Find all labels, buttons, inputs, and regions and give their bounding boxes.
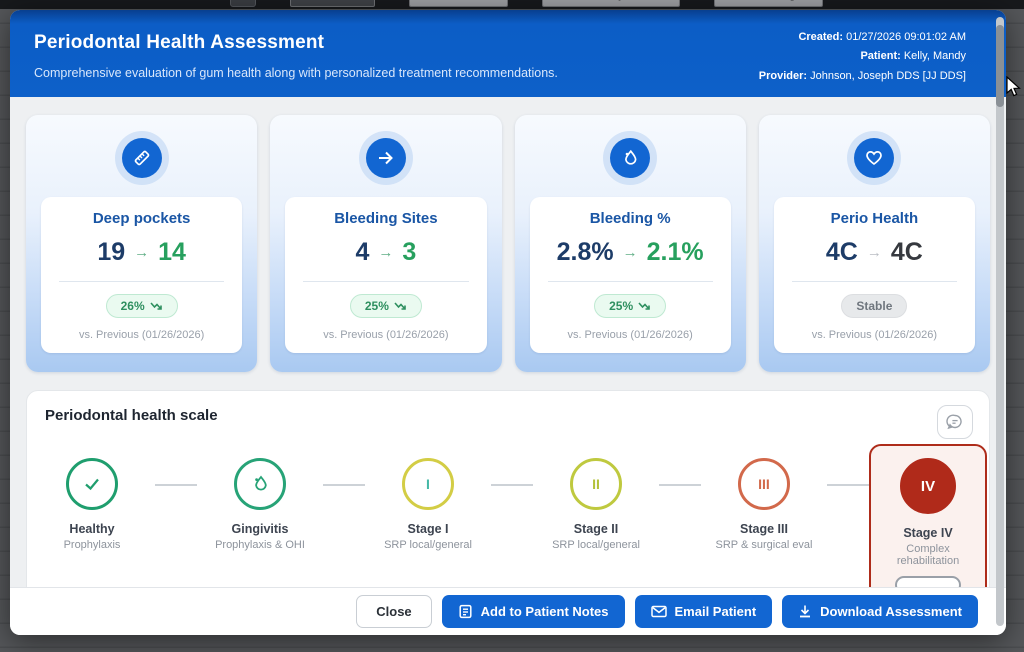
- change-badge: 25%: [349, 294, 422, 318]
- previous-value: 2.8%: [556, 238, 614, 266]
- stats-row: Deep pockets 19 → 14 26% vs. Previous (0…: [26, 115, 990, 372]
- arrow-right-icon: [365, 138, 406, 178]
- trend-down-icon: [150, 301, 162, 310]
- stage-connector: [491, 484, 533, 486]
- compare-label: vs. Previous (01/26/2026): [78, 329, 205, 341]
- stage-gingivitis: Gingivitis Prophylaxis & OHI: [197, 458, 323, 551]
- current-value: 3: [402, 238, 417, 266]
- stat-values: 2.8% → 2.1%: [542, 238, 719, 267]
- stage-connector: [827, 484, 869, 486]
- toolbar-new-exam-button[interactable]: New Exam: [290, 0, 376, 7]
- periodontal-assessment-dialog: Periodontal Health Assessment Comprehens…: [10, 10, 1006, 635]
- stage-2: II Stage II SRP local/general: [533, 458, 659, 551]
- email-patient-button[interactable]: Email Patient: [634, 595, 773, 628]
- current-value: 4C: [890, 238, 923, 266]
- stat-title: Bleeding %: [589, 210, 671, 227]
- ruler-icon: [121, 138, 162, 178]
- stat-title: Bleeding Sites: [334, 210, 438, 227]
- comment-icon: [946, 414, 962, 430]
- dialog-body: Deep pockets 19 → 14 26% vs. Previous (0…: [10, 97, 1006, 634]
- stage-3: III Stage III SRP & surgical eval: [701, 458, 827, 551]
- toolbar-delete-exam-button[interactable]: Delete Today's Exam: [541, 0, 681, 7]
- change-badge: 25%: [594, 294, 667, 318]
- toolbar-exam-details-button[interactable]: Exam Details: [409, 0, 508, 7]
- previous-value: 4: [355, 238, 370, 266]
- arrow-right-glyph: →: [866, 244, 882, 261]
- dialog-header: Periodontal Health Assessment Comprehens…: [10, 10, 1006, 97]
- stat-card-bleeding-percent: Bleeding % 2.8% → 2.1% 25% vs. Previous …: [514, 115, 746, 372]
- toolbar-icon-button[interactable]: [230, 0, 256, 7]
- provider-name: Provider: Johnson, Joseph DDS [JJ DDS]: [758, 69, 966, 82]
- stat-values: 4C → 4C: [786, 238, 963, 267]
- heart-icon: [854, 138, 895, 178]
- stat-title: Perio Health: [830, 210, 919, 227]
- stat-card-perio-health: Perio Health 4C → 4C Stable vs. Previous…: [758, 115, 990, 372]
- patient-name: Patient: Kelly, Mandy: [860, 50, 966, 63]
- dialog-subtitle: Comprehensive evaluation of gum health a…: [34, 66, 558, 80]
- add-to-patient-notes-button[interactable]: Add to Patient Notes: [441, 595, 625, 628]
- check-icon: [85, 478, 99, 491]
- arrow-right-glyph: →: [622, 244, 638, 261]
- stat-card-bleeding-sites: Bleeding Sites 4 → 3 25% vs. Previous (0…: [270, 115, 502, 372]
- stage-1: I Stage I SRP local/general: [365, 458, 491, 551]
- previous-value: 4C: [825, 238, 858, 266]
- background-toolbar: New Exam Exam Details Delete Today's Exa…: [0, 0, 1024, 9]
- trend-down-icon: [394, 301, 406, 310]
- scrollbar-thumb[interactable]: [996, 25, 1004, 107]
- dialog-title: Periodontal Health Assessment: [34, 32, 325, 53]
- trend-down-icon: [638, 301, 650, 310]
- stage-row: Healthy Prophylaxis Gingivitis Prophylax…: [45, 444, 987, 634]
- periodontal-health-scale-section: Periodontal health scale Healthy Prophyl…: [26, 390, 990, 634]
- stage-connector: [659, 484, 701, 486]
- created-timestamp: Created: 01/27/2026 09:01:02 AM: [798, 31, 966, 43]
- arrow-right-glyph: →: [134, 244, 150, 261]
- stat-card-deep-pockets: Deep pockets 19 → 14 26% vs. Previous (0…: [26, 115, 258, 372]
- download-icon: [800, 605, 811, 618]
- scale-title: Periodontal health scale: [45, 407, 218, 424]
- previous-value: 19: [97, 238, 126, 266]
- mouse-cursor: [1004, 76, 1024, 98]
- compare-label: vs. Previous (01/26/2026): [811, 329, 938, 341]
- compare-label: vs. Previous (01/26/2026): [567, 329, 693, 341]
- stable-badge: Stable: [841, 294, 908, 318]
- current-value: 2.1%: [646, 238, 704, 266]
- close-button[interactable]: Close: [356, 595, 432, 628]
- dialog-footer: Close Add to Patient Notes Email Patient…: [10, 588, 1006, 635]
- stage-connector: [155, 484, 197, 486]
- download-assessment-button[interactable]: Download Assessment: [782, 595, 978, 628]
- stat-title: Deep pockets: [92, 210, 191, 227]
- stage-healthy: Healthy Prophylaxis: [29, 458, 155, 551]
- envelope-icon: [650, 605, 667, 618]
- note-icon: [459, 604, 472, 619]
- arrow-right-glyph: →: [378, 244, 394, 261]
- compare-label: vs. Previous (01/26/2026): [323, 329, 449, 341]
- current-value: 14: [158, 238, 186, 266]
- stat-values: 4 → 3: [297, 238, 474, 267]
- change-badge: 26%: [105, 294, 178, 318]
- droplet-icon: [610, 138, 651, 178]
- dialog-scrollbar[interactable]: [996, 17, 1004, 626]
- comment-button[interactable]: [937, 405, 973, 439]
- stage-connector: [323, 484, 365, 486]
- droplet-icon: [255, 475, 267, 491]
- toolbar-xvweb-images-button[interactable]: XVWeb Images: [714, 0, 823, 7]
- stat-values: 19 → 14: [53, 238, 230, 267]
- assessment-meta: Created: 01/27/2026 09:01:02 AM Patient:…: [759, 28, 980, 83]
